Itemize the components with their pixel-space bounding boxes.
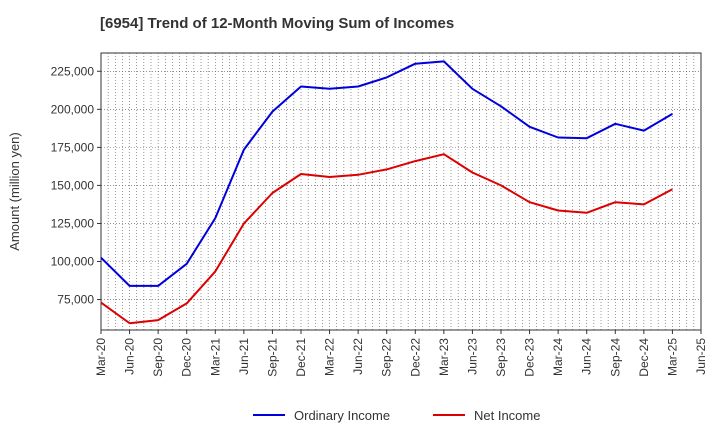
grid (101, 53, 701, 330)
y-tick-label: 225,000 (51, 64, 95, 78)
x-tick-label: Jun-25 (694, 338, 708, 375)
chart-title: [6954] Trend of 12-Month Moving Sum of I… (100, 15, 455, 32)
x-tick-label: Dec-20 (180, 338, 194, 377)
x-tick-label: Jun-24 (580, 338, 594, 375)
legend-label-net-income: Net Income (474, 408, 540, 423)
y-tick-label: 200,000 (51, 102, 95, 116)
x-tick-label: Jun-21 (237, 338, 251, 375)
x-axis-ticks: Mar-20 Jun-20 Sep-20 Dec-20 Mar-21 Jun-21 Sep-… (94, 330, 708, 377)
plot-area (100, 52, 702, 331)
x-tick-label: Dec-24 (637, 338, 651, 377)
x-tick-label: Mar-21 (208, 338, 222, 376)
y-axis-ticks: 75,000 100,000 125,000 150,000 175,000 200,00… (51, 64, 101, 307)
series (100, 60, 673, 325)
x-tick-label: Sep-23 (494, 338, 508, 377)
y-tick-label: 125,000 (51, 216, 95, 230)
series-line-net-income (100, 153, 673, 325)
y-axis-title: Amount (million yen) (7, 132, 22, 251)
y-tick-label: 75,000 (57, 293, 94, 307)
x-tick-label: Mar-20 (94, 338, 108, 376)
x-tick-label: Mar-23 (437, 338, 451, 376)
x-tick-label: Mar-22 (323, 338, 337, 376)
x-tick-label: Dec-22 (408, 338, 422, 377)
y-tick-label: 150,000 (51, 178, 95, 192)
x-tick-label: Dec-21 (294, 338, 308, 377)
x-tick-label: Jun-20 (123, 338, 137, 375)
x-tick-label: Sep-21 (265, 338, 279, 377)
x-tick-label: Sep-24 (608, 338, 622, 377)
x-tick-label: Sep-20 (151, 338, 165, 377)
x-tick-label: Mar-25 (665, 338, 679, 376)
legend-label-ordinary-income: Ordinary Income (294, 408, 390, 423)
series-line-ordinary-income (100, 60, 673, 287)
x-tick-label: Jun-22 (351, 338, 365, 375)
x-tick-label: Sep-22 (380, 338, 394, 377)
y-tick-label: 100,000 (51, 255, 95, 269)
x-tick-label: Mar-24 (551, 338, 565, 376)
x-tick-label: Dec-23 (523, 338, 537, 377)
x-tick-label: Jun-23 (465, 338, 479, 375)
legend: Ordinary Income Net Income (253, 408, 540, 423)
y-tick-label: 175,000 (51, 140, 95, 154)
